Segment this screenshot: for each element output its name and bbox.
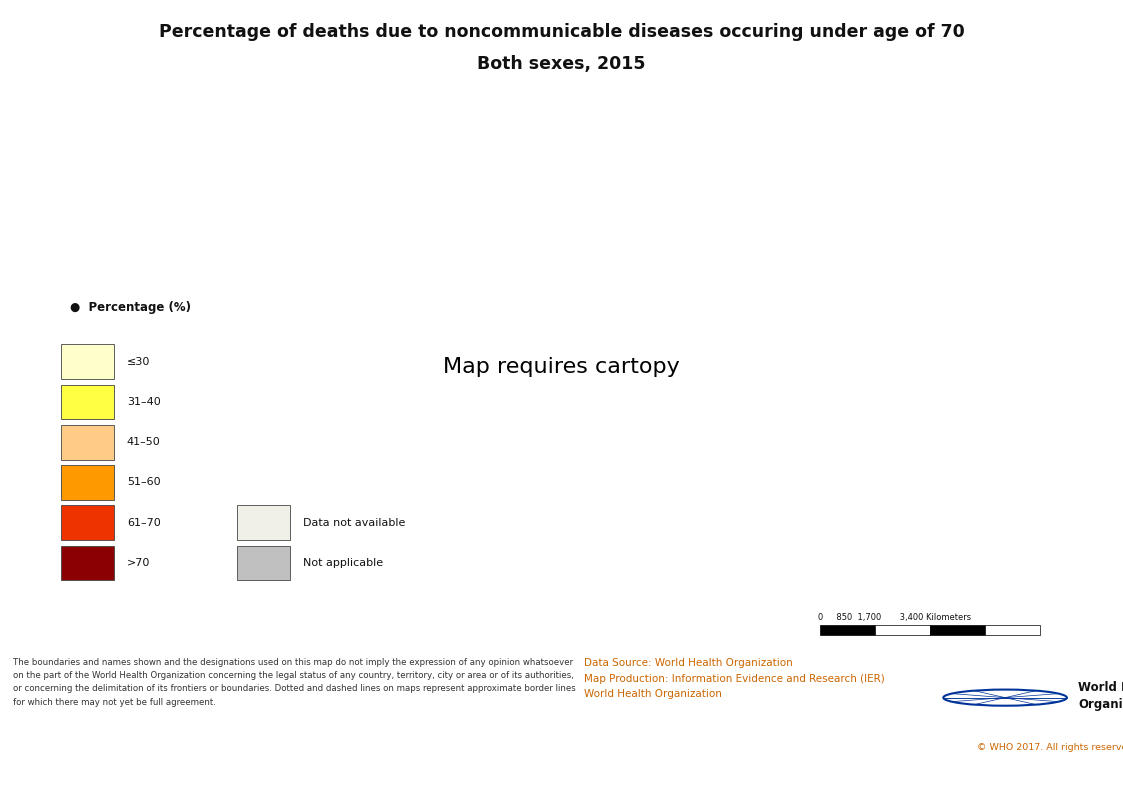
Text: 61–70: 61–70 <box>127 518 161 528</box>
Bar <box>61 505 113 540</box>
Text: Not applicable: Not applicable <box>303 558 383 568</box>
Bar <box>930 625 985 635</box>
Text: World Health
Organization: World Health Organization <box>1078 681 1123 711</box>
Bar <box>61 344 113 379</box>
Text: 31–40: 31–40 <box>127 397 161 407</box>
Text: ≤30: ≤30 <box>127 357 150 366</box>
Text: Data not available: Data not available <box>303 518 405 528</box>
Text: Map requires cartopy: Map requires cartopy <box>444 357 679 377</box>
Bar <box>875 625 930 635</box>
Bar <box>820 625 875 635</box>
Text: 41–50: 41–50 <box>127 437 161 447</box>
Bar <box>985 625 1040 635</box>
Text: © WHO 2017. All rights reserved.: © WHO 2017. All rights reserved. <box>977 743 1123 752</box>
Text: >70: >70 <box>127 558 150 568</box>
Text: Both sexes, 2015: Both sexes, 2015 <box>477 56 646 74</box>
Text: ●  Percentage (%): ● Percentage (%) <box>70 301 191 314</box>
Text: Data Source: World Health Organization
Map Production: Information Evidence and : Data Source: World Health Organization M… <box>584 658 885 699</box>
Text: 51–60: 51–60 <box>127 477 161 488</box>
Bar <box>61 425 113 460</box>
Text: The boundaries and names shown and the designations used on this map do not impl: The boundaries and names shown and the d… <box>13 658 576 707</box>
Text: 0     850  1,700       3,400 Kilometers: 0 850 1,700 3,400 Kilometers <box>818 613 971 623</box>
Bar <box>237 505 290 540</box>
Bar <box>61 385 113 419</box>
Text: Percentage of deaths due to noncommunicable diseases occuring under age of 70: Percentage of deaths due to noncommunica… <box>158 23 965 41</box>
Bar <box>61 546 113 580</box>
Bar <box>237 546 290 580</box>
Bar <box>61 465 113 500</box>
